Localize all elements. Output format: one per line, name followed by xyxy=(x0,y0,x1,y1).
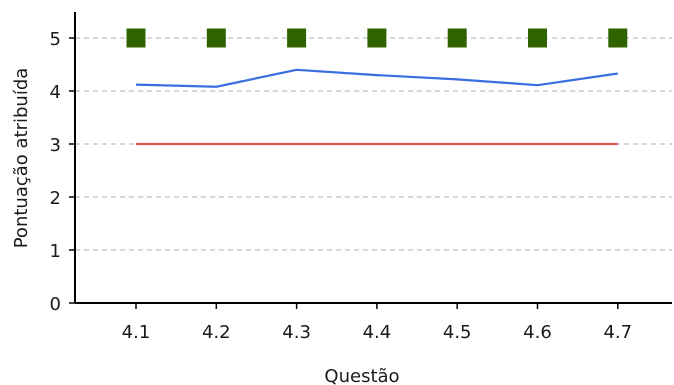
x-tick-label: 4.7 xyxy=(603,322,632,343)
y-ticks: 0 1 2 3 4 5 xyxy=(50,29,75,315)
series-line-1 xyxy=(135,68,618,88)
x-tick-label: 4.1 xyxy=(122,322,151,343)
x-tick-label: 4.4 xyxy=(363,322,392,343)
x-tick-label: 4.2 xyxy=(202,322,231,343)
series-0-point xyxy=(367,28,387,48)
y-tick-label: 2 xyxy=(50,188,61,209)
series-0-point xyxy=(608,28,628,48)
series-0-point xyxy=(528,28,547,48)
series-layer xyxy=(126,28,628,146)
series-0-point xyxy=(287,28,307,48)
y-tick-label: 5 xyxy=(50,29,61,50)
y-tick-label: 1 xyxy=(50,241,61,262)
y-tick-label: 3 xyxy=(50,135,61,156)
y-axis-title: Pontuação atribuída xyxy=(11,68,32,249)
x-tick-label: 4.3 xyxy=(282,322,311,343)
y-tick-label: 0 xyxy=(50,294,61,315)
series-0-point xyxy=(126,28,146,48)
series-0-point xyxy=(206,28,226,48)
x-tick-label: 4.5 xyxy=(443,322,472,343)
series-0-point xyxy=(447,28,467,48)
x-ticks: 4.1 4.2 4.3 4.4 4.5 4.6 4.7 xyxy=(122,303,632,343)
y-tick-label: 4 xyxy=(50,82,61,103)
x-axis-title: Questão xyxy=(324,366,399,385)
x-tick-label: 4.6 xyxy=(523,322,552,343)
